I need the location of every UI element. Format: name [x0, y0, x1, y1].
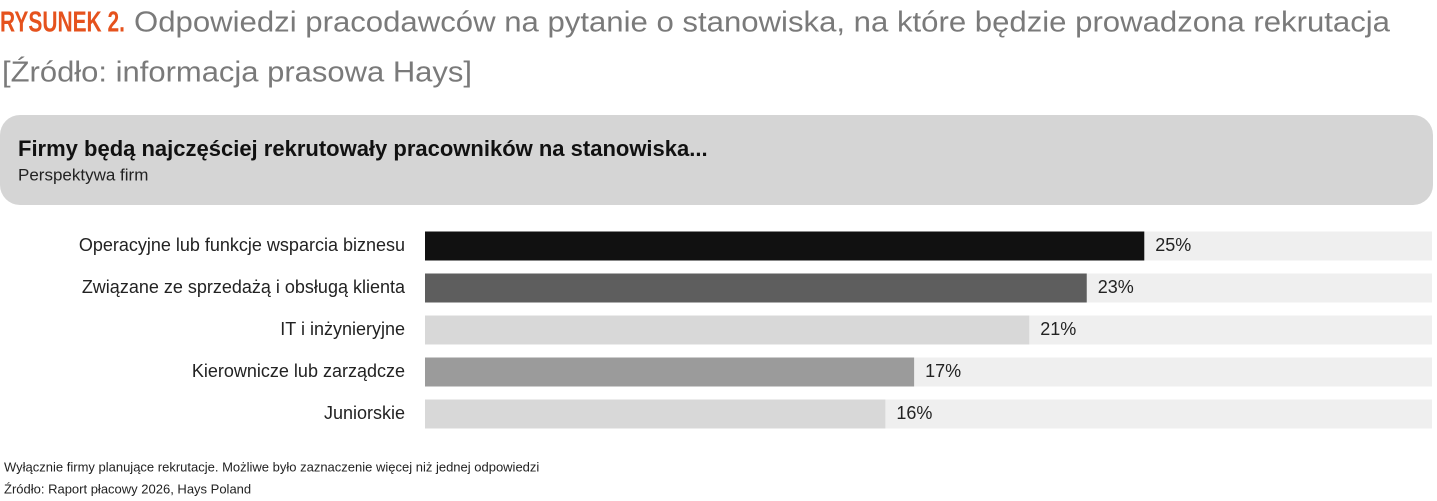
- bar: [425, 231, 1145, 261]
- note: Wyłącznie firmy planujące rekrutacje. Mo…: [4, 459, 539, 474]
- chart-subtitle: Perspektywa firm: [18, 165, 148, 184]
- category-label: Operacyjne lub funkcje wsparcia biznesu: [79, 235, 405, 255]
- category-label: IT i inżynieryjne: [280, 319, 405, 339]
- figure-label: RYSUNEK 2.: [0, 7, 125, 39]
- figure-source: [Źródło: informacja prasowa Hays]: [2, 56, 472, 89]
- value-label: 25%: [1155, 235, 1191, 255]
- note: Źródło: Raport płacowy 2026, Hays Poland: [4, 481, 251, 496]
- category-label: Kierownicze lub zarządcze: [192, 361, 405, 381]
- chart-title: Firmy będą najczęściej rekrutowały praco…: [18, 136, 708, 161]
- category-label: Związane ze sprzedażą i obsługą klienta: [82, 277, 406, 297]
- bar: [425, 399, 886, 429]
- header-box: [0, 115, 1433, 205]
- category-label: Juniorskie: [324, 403, 405, 423]
- bar: [425, 315, 1030, 345]
- value-label: 21%: [1040, 319, 1076, 339]
- value-label: 16%: [896, 403, 932, 423]
- bar: [425, 273, 1087, 303]
- value-label: 23%: [1098, 277, 1134, 297]
- figure-caption: Odpowiedzi pracodawców na pytanie o stan…: [134, 7, 1391, 39]
- value-label: 17%: [925, 361, 961, 381]
- bar: [425, 357, 915, 387]
